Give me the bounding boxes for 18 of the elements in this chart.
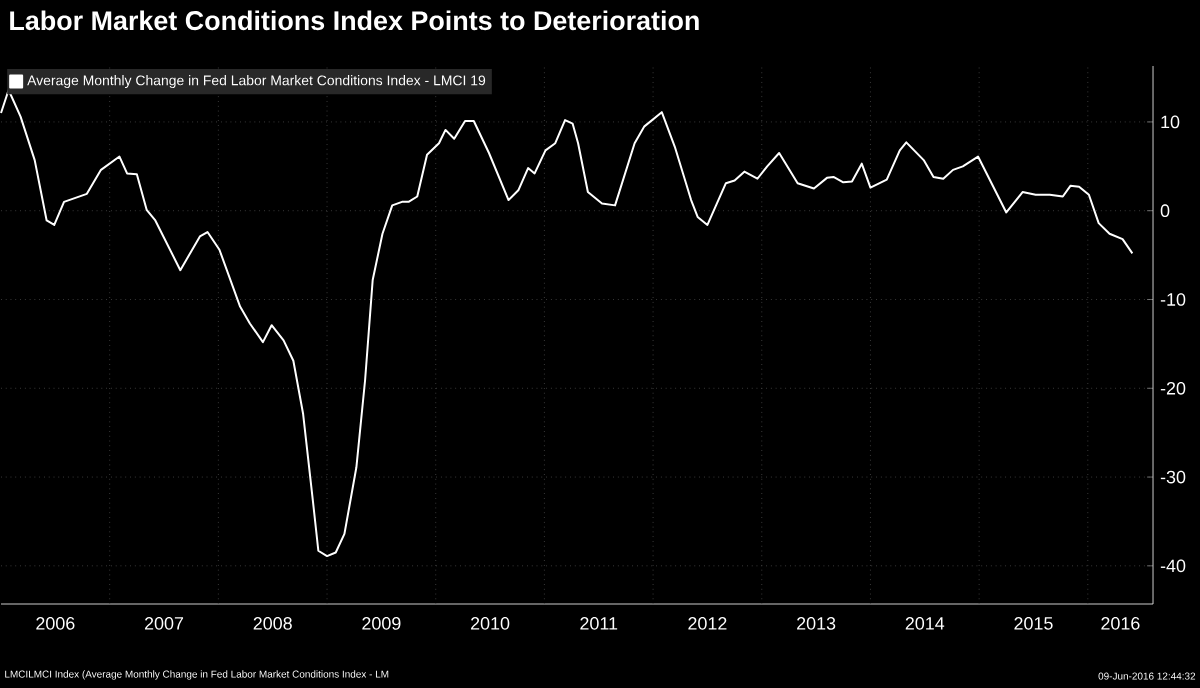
- x-tick-label: 2011: [580, 617, 618, 630]
- chart-title: Labor Market Conditions Index Points to Deterioration: [10, 10, 699, 31]
- y-tick-label: -40: [1160, 559, 1186, 573]
- y-tick-label: -20: [1160, 381, 1186, 395]
- x-tick-label: 2009: [362, 617, 401, 630]
- y-tick-label: 10: [1161, 115, 1180, 129]
- y-tick-label: -30: [1160, 470, 1186, 484]
- x-tick-label: 2006: [36, 617, 75, 630]
- x-tick-label: 2012: [688, 617, 727, 630]
- x-tick-label: 2007: [144, 617, 184, 630]
- x-tick-label: 2015: [1014, 617, 1053, 630]
- y-tick-label: 0: [1160, 204, 1170, 218]
- y-tick-label: -10: [1160, 293, 1186, 306]
- x-tick-label: 2016: [1101, 617, 1140, 630]
- x-tick-label: 2014: [905, 617, 945, 630]
- x-tick-label: 2013: [797, 617, 836, 630]
- x-tick-label: 2010: [471, 617, 510, 630]
- x-tick-label: 2008: [253, 617, 292, 630]
